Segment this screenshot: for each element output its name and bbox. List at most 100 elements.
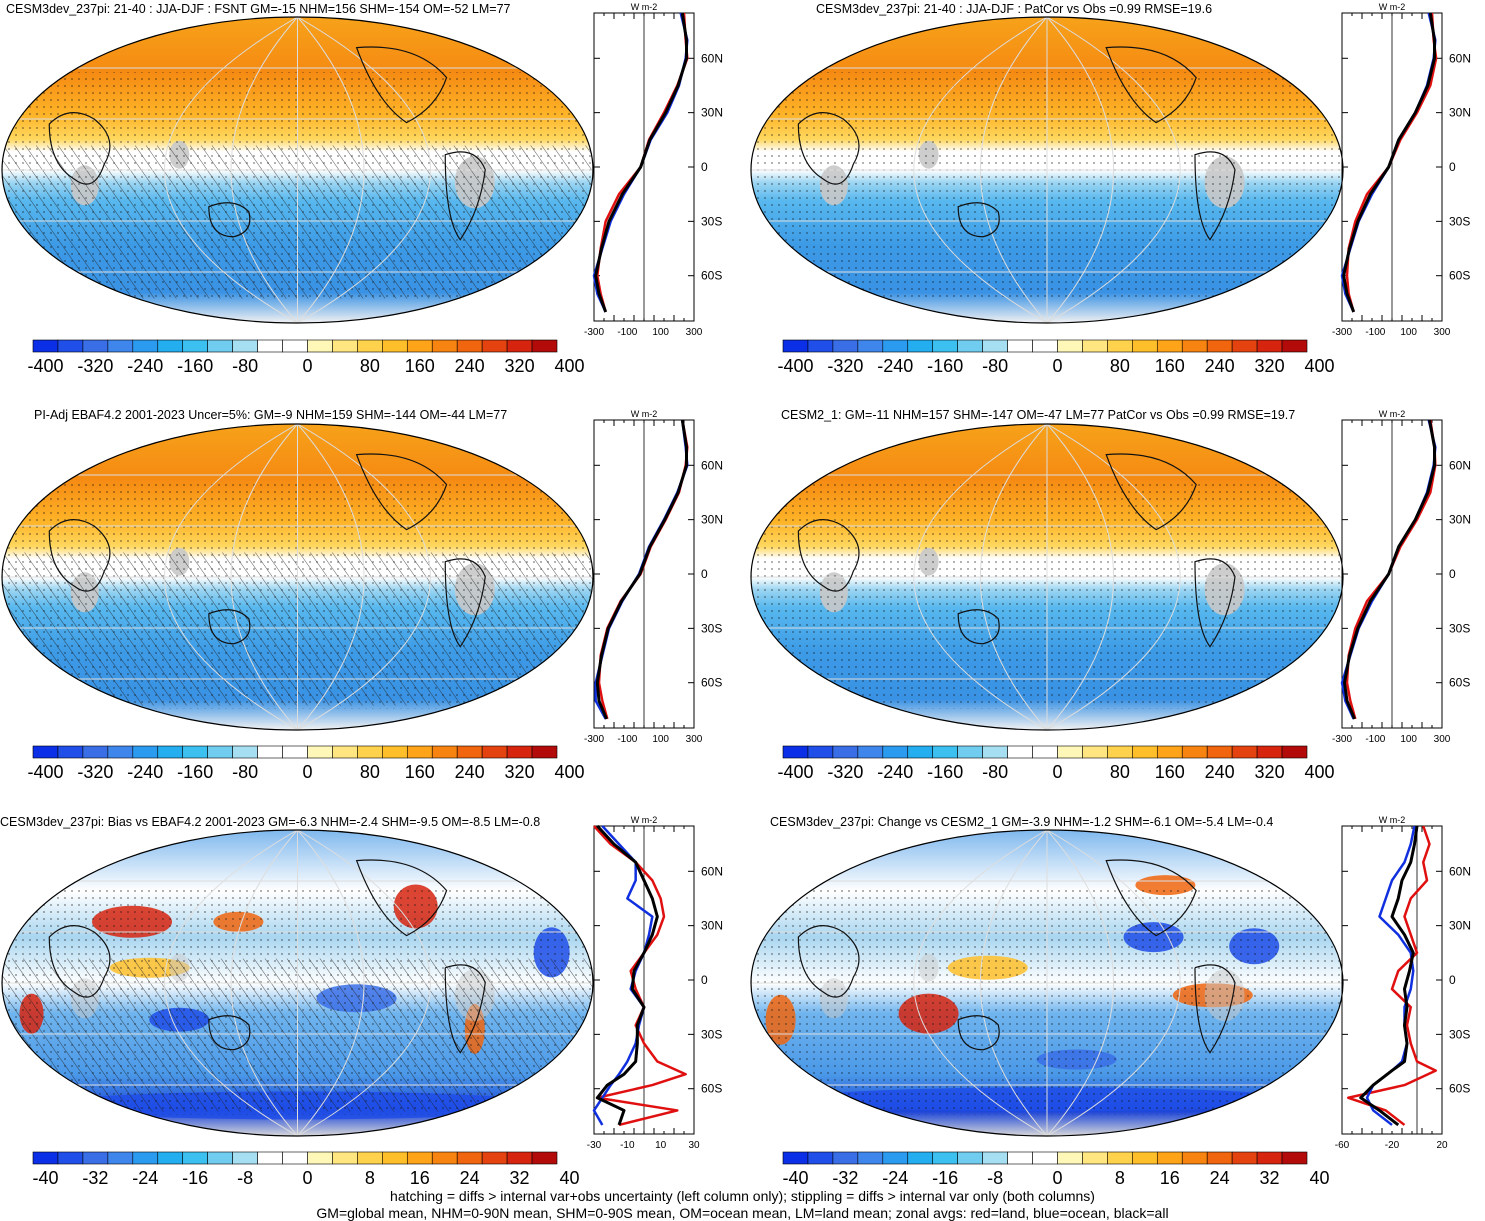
graticule-line [230,424,298,730]
colorbar-swatch [907,745,934,759]
colorbar-label: -16 [932,1168,958,1188]
zonal-units: W m-2 [1379,409,1406,419]
colorbar-label: -400 [27,356,63,376]
graticule-line [164,17,298,323]
colorbar-label: 0 [1052,762,1062,782]
colorbar-label: 40 [559,1168,579,1188]
coastline [1194,151,1236,241]
lat-label: 30N [1449,513,1471,527]
coastline [1194,558,1236,648]
lat-label: 60S [1449,269,1470,283]
coastline [797,112,860,185]
graticule-line [1046,17,1115,323]
graticule-line [913,17,1048,323]
colorbar-swatch [907,1151,934,1165]
colorbar-label: -160 [177,356,213,376]
colorbar-swatch [1132,745,1158,759]
colorbar-label: 80 [1110,762,1130,782]
x-tick-label: -100 [1365,734,1385,745]
colorbar-swatch [1082,745,1108,759]
colorbar-label: -400 [777,356,813,376]
colorbar-swatch [531,339,558,353]
colorbar-swatch [1206,339,1233,353]
x-tick-label: -300 [1332,734,1352,745]
graticule-line [230,17,298,323]
colorbar-swatch [82,745,109,759]
colorbar-swatch [1032,339,1058,353]
colorbar-label: 8 [365,1168,375,1188]
zonal-mean-plot: W m-2 60N 30N 0 30S 60S -30 -10 10 30 [587,815,723,1151]
colorbar-swatch [182,339,208,353]
lat-label: 30S [701,1027,722,1041]
colorbar-label: -240 [127,762,163,782]
colorbar-swatch [1231,1151,1258,1165]
colorbar-swatch [1231,339,1258,353]
lat-label: 0 [701,567,708,581]
colorbar-label: 160 [1155,356,1185,376]
colorbar-swatch [1256,1151,1283,1165]
colorbar-swatch [1082,339,1108,353]
colorbar-swatch [307,745,333,759]
colorbar-swatch [1206,745,1233,759]
colorbar-swatch [1231,745,1258,759]
colorbar-swatch [832,1151,859,1165]
coastline [48,925,111,998]
colorbar-label: 240 [1205,356,1235,376]
map-bottom-right [751,830,1343,1136]
colorbar-label: -40 [32,1168,58,1188]
graticule-line [979,830,1048,1136]
colorbar-label: 320 [1255,762,1285,782]
map-mid-left [2,424,593,730]
colorbar-label: 0 [302,1168,312,1188]
coastline [48,112,111,185]
map-bottom-left [2,830,593,1136]
zonal-mean-plot: W m-2 60N 30N 0 30S 60S -300 -100 100 300 [1332,2,1471,338]
lat-label: 60S [1449,1082,1470,1096]
x-tick-label: -10 [620,1140,635,1151]
colorbar-swatch [282,339,308,353]
colorbar-swatch [1107,1151,1133,1165]
colorbar-swatch [882,339,909,353]
x-tick-label: 100 [1400,734,1417,745]
colorbar-label: 160 [405,356,435,376]
colorbar-swatch [82,1151,109,1165]
zonal-mean-plot: W m-2 60N 30N 0 30S 60S -300 -100 100 300 [584,2,723,338]
zonal-series-land [1347,825,1437,1126]
colorbar-swatch [506,745,533,759]
colorbar-swatch [857,745,884,759]
colorbar-swatch [832,745,859,759]
lat-label: 30N [1449,106,1471,120]
colorbar-swatch [1057,339,1083,353]
lat-label: 60N [701,458,723,472]
colorbar-swatch [907,339,934,353]
x-tick-label: 300 [1434,734,1451,745]
zonal-units: W m-2 [1379,2,1406,12]
colorbar-swatch [982,745,1008,759]
colorbar-swatch [1206,1151,1233,1165]
colorbar: -400 -320 -240 -160 -80 0 80 160 240 320 400 [27,745,584,782]
colorbar-swatch [807,339,834,353]
coastline [1105,46,1197,124]
x-tick-label: -30 [587,1140,602,1151]
colorbar-swatch [182,745,208,759]
colorbar-swatch [157,1151,184,1165]
colorbar-label: 24 [1210,1168,1230,1188]
colorbar-swatch [1256,745,1283,759]
colorbar-swatch [456,745,483,759]
colorbar-swatch [307,1151,333,1165]
colorbar-label: 240 [1205,762,1235,782]
colorbar-swatch [506,339,533,353]
colorbar-label: 32 [510,1168,530,1188]
x-tick-label: 10 [655,1140,667,1151]
colorbar-label: -40 [782,1168,808,1188]
colorbar-label: 0 [1052,1168,1062,1188]
colorbar-swatch [431,745,458,759]
colorbar-swatch [1156,1151,1183,1165]
colorbar-label: -240 [877,762,913,782]
colorbar-swatch [782,339,809,353]
colorbar-swatch [957,339,983,353]
panel-title: CESM2_1: GM=-11 NHM=157 SHM=-147 OM=-47 … [781,408,1296,422]
colorbar-swatch [1156,745,1183,759]
panel-title: CESM3dev_237pi: 21-40 : JJA-DJF : FSNT G… [6,2,511,16]
colorbar-swatch [1256,339,1283,353]
